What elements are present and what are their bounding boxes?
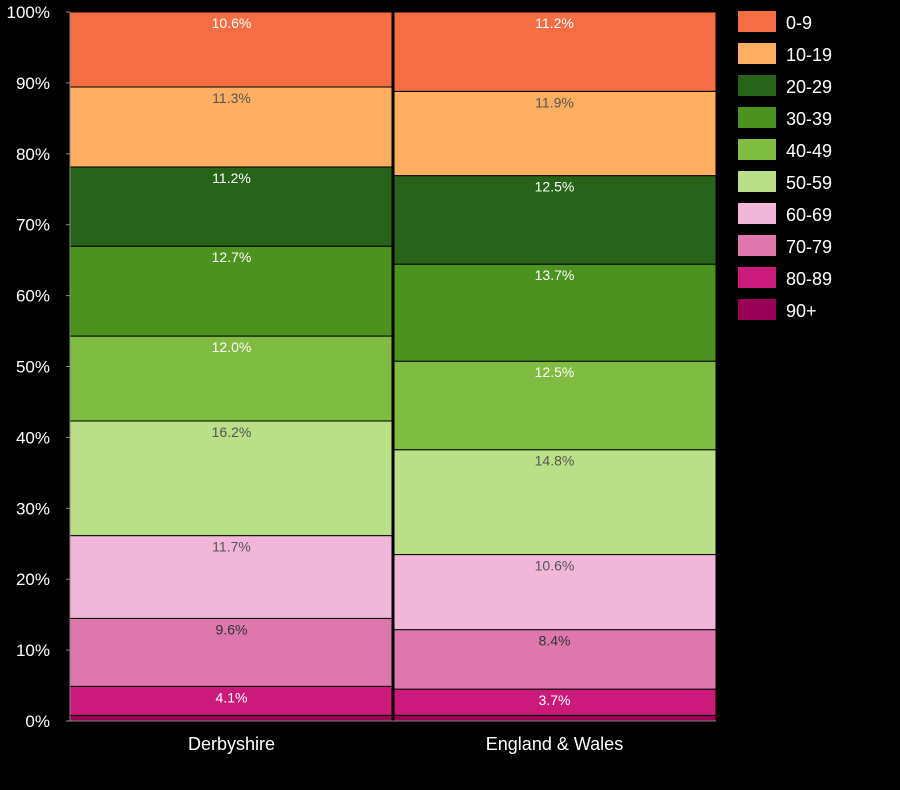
bar-segment-20-29 <box>69 166 394 247</box>
bar-segment-30-39 <box>69 245 394 337</box>
legend-label: 20-29 <box>786 77 832 97</box>
bar-segment-80-89 <box>392 688 717 716</box>
data-label: 11.2% <box>212 170 251 186</box>
y-tick-label: 10% <box>16 641 50 660</box>
data-label: 11.3% <box>212 90 251 106</box>
y-tick-label: 30% <box>16 499 50 518</box>
y-tick-label: 40% <box>16 428 50 447</box>
data-label: 16.2% <box>212 424 252 440</box>
legend-label: 0-9 <box>786 13 812 33</box>
data-label: 11.2% <box>535 15 574 31</box>
x-category-label: England & Wales <box>486 734 623 754</box>
legend-label: 50-59 <box>786 173 832 193</box>
data-label: 9.6% <box>216 621 248 637</box>
legend-swatch <box>738 107 776 128</box>
legend-swatch <box>738 171 776 192</box>
data-label: 12.5% <box>535 364 575 380</box>
bar-segment-70-79 <box>392 629 717 690</box>
legend-swatch <box>738 267 776 288</box>
legend-label: 30-39 <box>786 109 832 129</box>
bar-segment-70-79 <box>69 617 394 687</box>
data-label: 11.9% <box>535 94 574 110</box>
x-category-label: Derbyshire <box>188 734 275 754</box>
bar-segment-80-89 <box>69 685 394 716</box>
bar-segment-90+ <box>69 714 394 722</box>
bar-segment-40-49 <box>69 335 394 422</box>
y-tick-label: 50% <box>16 358 50 377</box>
y-tick-label: 80% <box>16 145 50 164</box>
bar-segment-50-59 <box>392 449 717 556</box>
y-tick-label: 20% <box>16 570 50 589</box>
bar-segment-10-19 <box>69 86 394 168</box>
data-label: 10.6% <box>212 15 252 31</box>
data-label: 14.8% <box>535 453 575 469</box>
bar-segment-90+ <box>392 714 717 722</box>
y-tick-label: 60% <box>16 287 50 306</box>
bar-segment-60-69 <box>392 554 717 631</box>
data-label: 12.5% <box>535 179 575 195</box>
legend-label: 70-79 <box>786 237 832 257</box>
bar-segment-10-19 <box>392 90 717 177</box>
legend-swatch <box>738 139 776 160</box>
data-label: 10.6% <box>535 558 575 574</box>
legend-swatch <box>738 75 776 96</box>
data-label: 12.7% <box>212 249 252 265</box>
legend-label: 10-19 <box>786 45 832 65</box>
legend-label: 60-69 <box>786 205 832 225</box>
legend-swatch <box>738 43 776 64</box>
data-label: 12.0% <box>212 339 252 355</box>
data-label: 3.7% <box>539 692 571 708</box>
y-tick-label: 90% <box>16 74 50 93</box>
legend-label: 40-49 <box>786 141 832 161</box>
y-tick-label: 70% <box>16 216 50 235</box>
y-tick-label: 0% <box>25 712 50 731</box>
legend-swatch <box>738 235 776 256</box>
legend-swatch <box>738 11 776 32</box>
data-label: 8.4% <box>539 633 571 649</box>
bar-segment-30-39 <box>392 263 717 362</box>
bar-segment-50-59 <box>69 420 394 537</box>
legend-swatch <box>738 299 776 320</box>
y-tick-label: 100% <box>7 3 50 22</box>
data-label: 13.7% <box>535 267 575 283</box>
data-label: 11.7% <box>212 539 251 555</box>
data-label: 4.1% <box>216 689 248 705</box>
legend-swatch <box>738 203 776 224</box>
legend-label: 80-89 <box>786 269 832 289</box>
legend-label: 90+ <box>786 301 817 321</box>
